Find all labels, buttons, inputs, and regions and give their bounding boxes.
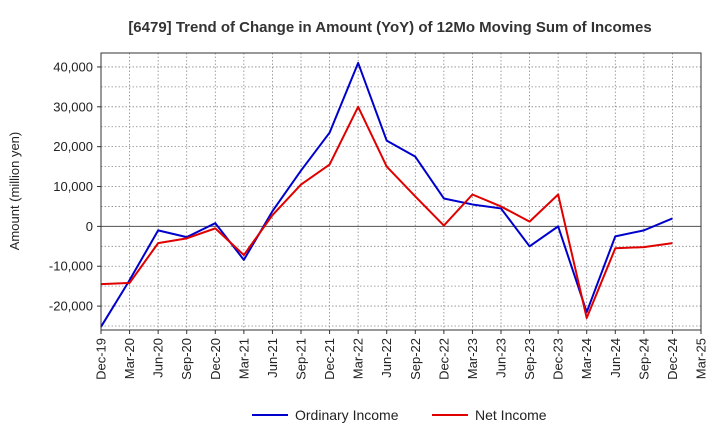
x-tick-label: Jun-21 <box>265 338 280 378</box>
x-tick-label: Jun-20 <box>151 338 166 378</box>
x-tick-label: Dec-21 <box>322 338 337 380</box>
x-tick-label: Mar-24 <box>579 338 594 379</box>
chart-title: [6479] Trend of Change in Amount (YoY) o… <box>128 19 651 36</box>
x-tick-label: Mar-23 <box>465 338 480 379</box>
plot-border <box>100 52 702 331</box>
x-tick-label: Mar-22 <box>351 338 366 379</box>
series-line-ordinary-income <box>100 61 673 328</box>
y-axis-label: Amount (million yen) <box>7 132 22 251</box>
x-tick-label: Dec-19 <box>94 338 109 380</box>
legend: Ordinary Income Net Income <box>252 407 547 423</box>
x-tick-label: Dec-20 <box>208 338 223 380</box>
x-tick-label: Jun-24 <box>608 338 623 378</box>
x-tick-label: Mar-20 <box>122 338 137 379</box>
y-tick-label: 20,000 <box>53 139 93 154</box>
x-tick-label: Jun-22 <box>379 338 394 378</box>
x-tick-label: Dec-22 <box>436 338 451 380</box>
y-tick-label: -20,000 <box>49 299 93 314</box>
x-tick-label: Jun-23 <box>494 338 509 378</box>
y-tick-label: -10,000 <box>49 259 93 274</box>
x-tick-label: Sep-22 <box>408 338 423 380</box>
x-ticks: Dec-19 Mar-20 Jun-20 Sep-20 Dec-20 Mar-21 Jun-… <box>94 330 709 380</box>
grid <box>100 53 702 330</box>
x-tick-label: Dec-24 <box>665 338 680 380</box>
x-tick-label: Sep-24 <box>636 338 651 380</box>
x-tick-label: Mar-25 <box>694 338 709 379</box>
y-tick-label: 40,000 <box>53 59 93 74</box>
series-layer <box>100 61 673 328</box>
y-tick-label: 30,000 <box>53 99 93 114</box>
x-tick-label: Sep-23 <box>522 338 537 380</box>
x-tick-label: Sep-20 <box>179 338 194 380</box>
y-tick-label: 0 <box>86 219 93 234</box>
series-line-net-income <box>100 105 673 320</box>
x-tick-label: Dec-23 <box>551 338 566 380</box>
x-tick-label: Sep-21 <box>294 338 309 380</box>
legend-label-net-income: Net Income <box>475 407 547 423</box>
y-ticks: -20,000 -10,000 0 10,000 20,000 30,000 40,000 <box>49 59 101 314</box>
x-tick-label: Mar-21 <box>236 338 251 379</box>
legend-label-ordinary-income: Ordinary Income <box>295 407 399 423</box>
y-tick-label: 10,000 <box>53 179 93 194</box>
plot-area <box>101 53 701 330</box>
